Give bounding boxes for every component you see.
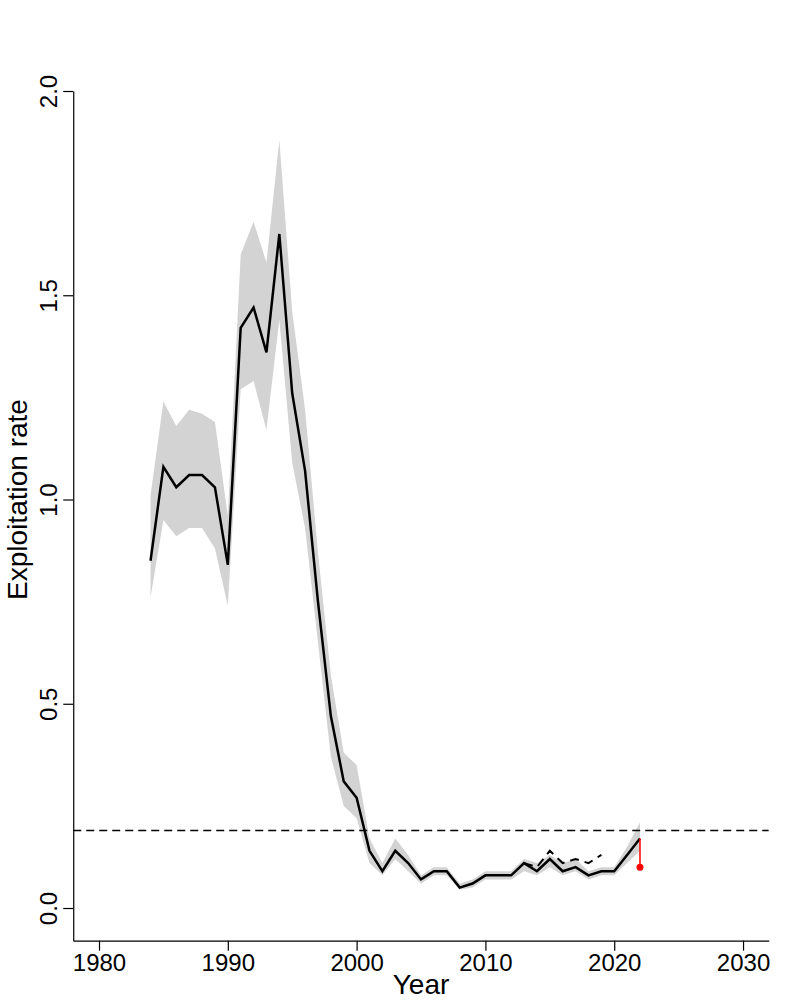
x-tick-label: 1980 xyxy=(73,949,126,976)
reference-line xyxy=(73,830,769,832)
chart: 1980 1990 2000 2010 2020 2030 0.0 0.5 1.0 1.5 2.0 Y… xyxy=(0,0,800,1000)
x-tick: 2000 xyxy=(330,941,383,976)
x-tick-label: 2020 xyxy=(588,949,641,976)
x-tick: 2020 xyxy=(588,941,641,976)
x-tick-label: 2010 xyxy=(459,949,512,976)
connector xyxy=(639,839,641,868)
y-tick: 0.5 xyxy=(35,688,73,721)
x-axis-line xyxy=(74,941,770,942)
y-tick: 1.0 xyxy=(35,483,73,516)
x-tick-label: 1990 xyxy=(202,949,255,976)
x-tick: 2030 xyxy=(717,941,770,976)
plot-area xyxy=(73,140,769,890)
retrospective-line xyxy=(524,851,601,867)
estimate-line xyxy=(151,234,640,888)
point xyxy=(636,864,643,871)
y-tick-label: 0.5 xyxy=(35,688,62,721)
y-tick-mark xyxy=(63,91,73,92)
y-tick-label: 0.0 xyxy=(35,892,62,925)
y-tick: 1.5 xyxy=(35,279,73,312)
confidence-band xyxy=(151,140,640,890)
x-tick: 2010 xyxy=(459,941,512,976)
y-tick-mark xyxy=(63,499,73,500)
y-tick-label: 1.5 xyxy=(35,279,62,312)
y-tick-mark xyxy=(63,295,73,296)
x-tick: 1990 xyxy=(202,941,255,976)
x-axis-title: Year xyxy=(393,969,450,1000)
x-tick: 1980 xyxy=(73,941,126,976)
x-tick-label: 2000 xyxy=(330,949,383,976)
y-tick: 2.0 xyxy=(35,75,73,108)
y-axis: 0.0 0.5 1.0 1.5 2.0 xyxy=(35,75,74,941)
y-tick-label: 2.0 xyxy=(35,75,62,108)
x-tick-label: 2030 xyxy=(717,949,770,976)
y-tick-label: 1.0 xyxy=(35,483,62,516)
y-tick: 0.0 xyxy=(35,892,73,925)
y-axis-title: Exploitation rate xyxy=(2,399,33,600)
y-axis-line xyxy=(73,92,74,942)
y-tick-mark xyxy=(63,908,73,909)
y-tick-mark xyxy=(63,704,73,705)
